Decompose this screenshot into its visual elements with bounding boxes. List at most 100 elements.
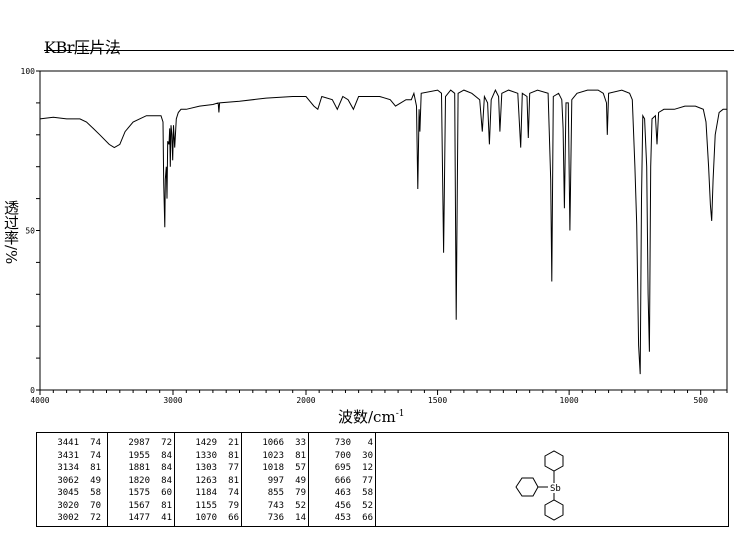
peak-transmittance: 84 <box>161 475 172 486</box>
peak-row: 1070 66 <box>181 512 241 525</box>
peak-row: 1477 41 <box>114 512 174 525</box>
peak-transmittance: 81 <box>295 450 306 461</box>
x-tick-label: 1000 <box>559 396 578 405</box>
peak-row: 1155 79 <box>181 500 241 513</box>
peak-wavenumber: 3020 <box>57 500 79 511</box>
peak-row: 1023 81 <box>248 450 308 463</box>
peak-row: 736 14 <box>248 512 308 525</box>
peak-row: 1881 84 <box>114 462 174 475</box>
peak-transmittance: 77 <box>228 463 239 473</box>
x-axis-label-exponent: -1 <box>395 409 405 419</box>
peak-transmittance: 33 <box>295 438 306 448</box>
peak-row: 1575 60 <box>114 487 174 500</box>
peak-wavenumber: 1155 <box>195 500 217 511</box>
peak-transmittance: 58 <box>362 488 373 498</box>
plot-frame <box>39 70 728 391</box>
peak-wavenumber: 1429 <box>195 438 217 448</box>
peak-transmittance: 74 <box>90 450 101 461</box>
peak-table: 3441 74 3431 74 3134 81 3062 49 3045 58 3020 70 3002… <box>36 432 729 527</box>
peak-transmittance: 74 <box>228 488 239 498</box>
peak-row: 1066 33 <box>248 437 308 450</box>
structure-panel: Sb <box>376 433 728 526</box>
peak-wavenumber: 1023 <box>262 450 284 461</box>
peak-transmittance: 60 <box>161 488 172 498</box>
peak-table-group: 730 4 700 30 695 12 666 77 463 58 456 52 453 66 <box>309 433 376 526</box>
peak-wavenumber: 997 <box>267 475 284 486</box>
peak-row: 695 12 <box>315 462 375 475</box>
peak-row: 463 58 <box>315 487 375 500</box>
peak-wavenumber: 3002 <box>57 513 79 523</box>
peak-wavenumber: 1263 <box>195 475 217 486</box>
peak-transmittance: 14 <box>295 513 306 523</box>
phenyl-ring-bottom <box>544 499 564 521</box>
peak-transmittance: 30 <box>362 450 373 461</box>
peak-transmittance: 72 <box>161 438 172 448</box>
x-axis-label-text: 波数/cm <box>338 408 396 426</box>
peak-wavenumber: 3062 <box>57 475 79 486</box>
peak-wavenumber: 855 <box>267 488 284 498</box>
peak-row: 1330 81 <box>181 450 241 463</box>
peak-row: 997 49 <box>248 475 308 488</box>
peak-wavenumber: 730 <box>334 438 351 448</box>
peak-row: 1955 84 <box>114 450 174 463</box>
peak-wavenumber: 453 <box>334 513 351 523</box>
peak-row: 743 52 <box>248 500 308 513</box>
peak-transmittance: 79 <box>295 488 306 498</box>
peak-wavenumber: 2987 <box>128 438 150 448</box>
peak-transmittance: 52 <box>295 500 306 511</box>
peak-wavenumber: 1955 <box>128 450 150 461</box>
peak-table-group: 2987 72 1955 84 1881 84 1820 84 1575 60 1567 81 1477… <box>108 433 175 526</box>
peak-row: 666 77 <box>315 475 375 488</box>
peak-row: 3441 74 <box>43 437 107 450</box>
peak-transmittance: 57 <box>295 463 306 473</box>
peak-transmittance: 52 <box>362 500 373 511</box>
peak-wavenumber: 700 <box>334 450 351 461</box>
peak-wavenumber: 1184 <box>195 488 217 498</box>
phenyl-ring-top <box>544 450 564 472</box>
peak-wavenumber: 3045 <box>57 488 79 498</box>
peak-transmittance: 84 <box>161 450 172 461</box>
peak-row: 1263 81 <box>181 475 241 488</box>
peak-row: 3431 74 <box>43 450 107 463</box>
peak-transmittance: 66 <box>228 513 239 523</box>
spectrum-line <box>39 88 727 375</box>
peak-row: 1429 21 <box>181 437 241 450</box>
peak-transmittance: 79 <box>228 500 239 511</box>
peak-transmittance: 81 <box>161 500 172 511</box>
peak-transmittance: 41 <box>161 513 172 523</box>
x-tick-label: 3000 <box>163 396 182 405</box>
triphenylstibine-structure: Sb <box>515 450 564 521</box>
peak-table-group: 3441 74 3431 74 3134 81 3062 49 3045 58 3020 70 3002… <box>37 433 108 526</box>
peak-wavenumber: 1575 <box>128 488 150 498</box>
y-tick-label: 100 <box>21 67 36 76</box>
peak-wavenumber: 456 <box>334 500 351 511</box>
peak-row: 1820 84 <box>114 475 174 488</box>
peak-transmittance: 77 <box>362 475 373 486</box>
chart-title: KBr压片法 <box>44 38 121 57</box>
peak-transmittance: 49 <box>295 475 306 486</box>
ir-spectrum-chart: 4000 3000 2000 1500 1000 500 0 50 100 <box>21 67 728 405</box>
peak-table-group: 1429 21 1330 81 1303 77 1263 81 1184 74 1155 79 1070… <box>175 433 242 526</box>
phenyl-ring-left <box>515 477 539 497</box>
y-axis-label: 透过率/% <box>2 200 20 265</box>
peak-wavenumber: 3441 <box>57 438 79 448</box>
peak-transmittance: 81 <box>90 463 101 473</box>
peak-row: 855 79 <box>248 487 308 500</box>
peak-wavenumber: 1567 <box>128 500 150 511</box>
peak-wavenumber: 3134 <box>57 463 79 473</box>
peak-row: 3134 81 <box>43 462 107 475</box>
peak-transmittance: 21 <box>228 438 239 448</box>
peak-transmittance: 66 <box>362 513 373 523</box>
y-tick-label: 0 <box>30 386 35 395</box>
peak-row: 730 4 <box>315 437 375 450</box>
x-tick-label: 4000 <box>30 396 49 405</box>
peak-row: 3062 49 <box>43 475 107 488</box>
peak-transmittance: 84 <box>161 463 172 473</box>
peak-wavenumber: 1820 <box>128 475 150 486</box>
peak-wavenumber: 666 <box>334 475 351 486</box>
peak-wavenumber: 1330 <box>195 450 217 461</box>
peak-row: 456 52 <box>315 500 375 513</box>
peak-row: 1567 81 <box>114 500 174 513</box>
peak-wavenumber: 1477 <box>128 513 150 523</box>
x-tick-label: 1500 <box>428 396 447 405</box>
